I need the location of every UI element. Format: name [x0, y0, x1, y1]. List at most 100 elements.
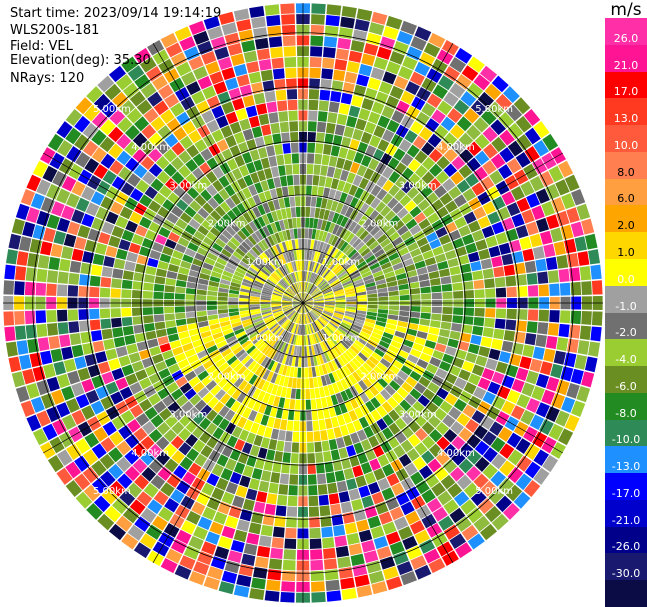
- velocity-cell: [199, 272, 210, 281]
- velocity-cell: [327, 112, 338, 124]
- velocity-cell: [311, 310, 320, 318]
- velocity-cell: [304, 367, 309, 378]
- velocity-cell: [192, 213, 205, 225]
- velocity-cell: [453, 194, 467, 208]
- velocity-cell: [280, 208, 288, 220]
- velocity-cell: [75, 393, 90, 409]
- velocity-cell: [194, 194, 207, 207]
- velocity-cell: [233, 462, 246, 475]
- velocity-cell: [218, 581, 235, 595]
- velocity-cell: [100, 119, 116, 136]
- velocity-cell: [295, 335, 299, 346]
- velocity-cell: [382, 71, 397, 85]
- velocity-cell: [291, 312, 298, 321]
- velocity-cell: [306, 421, 313, 432]
- velocity-cell: [387, 285, 399, 292]
- velocity-cell: [429, 238, 442, 250]
- velocity-cell: [304, 249, 308, 260]
- velocity-cell: [312, 240, 318, 251]
- velocity-cell: [202, 236, 215, 247]
- velocity-cell: [292, 164, 300, 175]
- velocity-cell: [345, 333, 356, 342]
- velocity-cell: [277, 328, 285, 339]
- velocity-cell: [291, 239, 296, 250]
- velocity-cell: [441, 283, 453, 292]
- velocity-cell: [340, 501, 353, 514]
- velocity-cell: [43, 227, 56, 243]
- velocity-cell: [289, 273, 295, 284]
- colorbar-tick-label: -2.0: [615, 326, 637, 340]
- velocity-cell: [243, 50, 258, 63]
- velocity-cell: [322, 327, 331, 337]
- velocity-cell: [501, 400, 516, 415]
- velocity-cell: [288, 240, 294, 251]
- velocity-cell: [392, 262, 404, 271]
- velocity-cell: [303, 292, 305, 303]
- velocity-cell: [219, 393, 231, 405]
- velocity-cell: [314, 303, 325, 306]
- velocity-cell: [61, 246, 74, 260]
- velocity-cell: [507, 140, 524, 157]
- velocity-cell: [447, 338, 459, 349]
- velocity-cell: [228, 311, 240, 317]
- velocity-cell: [231, 278, 242, 285]
- velocity-cell: [282, 304, 292, 307]
- velocity-cell: [206, 231, 218, 242]
- velocity-cell: [119, 100, 136, 116]
- velocity-cell: [287, 185, 295, 197]
- velocity-cell: [322, 311, 333, 317]
- velocity-cell: [406, 46, 423, 61]
- velocity-cell: [324, 303, 335, 306]
- colorbar-segment: [605, 18, 647, 46]
- velocity-cell: [414, 564, 432, 580]
- velocity-cell: [389, 506, 404, 521]
- velocity-cell: [296, 249, 300, 260]
- velocity-cell: [101, 221, 115, 235]
- velocity-cell: [312, 175, 320, 186]
- velocity-cell: [438, 75, 454, 91]
- velocity-cell: [292, 272, 297, 283]
- velocity-cell: [286, 310, 295, 318]
- velocity-cell: [289, 228, 295, 240]
- velocity-cell: [340, 256, 350, 266]
- velocity-cell: [416, 266, 428, 276]
- velocity-cell: [493, 328, 505, 340]
- velocity-cell: [125, 157, 140, 172]
- velocity-cell: [355, 368, 366, 380]
- velocity-cell: [416, 237, 429, 248]
- velocity-field: [3, 3, 603, 603]
- velocity-cell: [186, 448, 200, 462]
- velocity-cell: [376, 316, 387, 323]
- velocity-cell: [264, 590, 280, 602]
- velocity-cell: [236, 391, 247, 404]
- velocity-cell: [238, 380, 248, 391]
- velocity-cell: [282, 252, 289, 263]
- velocity-cell: [36, 410, 51, 427]
- velocity-cell: [233, 584, 250, 598]
- velocity-cell: [485, 235, 498, 248]
- velocity-cell: [285, 366, 292, 377]
- velocity-cell: [292, 301, 303, 303]
- velocity-cell: [499, 443, 515, 459]
- velocity-cell: [264, 317, 275, 324]
- velocity-cell: [399, 194, 412, 207]
- velocity-cell: [297, 271, 301, 282]
- velocity-cell: [110, 391, 124, 405]
- velocity-cell: [261, 470, 272, 482]
- velocity-cell: [339, 169, 350, 182]
- velocity-cell: [26, 382, 40, 399]
- velocity-cell: [262, 288, 273, 294]
- velocity-cell: [305, 313, 309, 324]
- velocity-cell: [519, 356, 532, 370]
- velocity-cell: [399, 310, 410, 317]
- velocity-cell: [225, 369, 237, 381]
- velocity-cell: [260, 268, 270, 277]
- velocity-cell: [309, 323, 314, 334]
- velocity-cell: [246, 139, 257, 151]
- velocity-cell: [273, 289, 284, 295]
- velocity-cell: [316, 121, 327, 133]
- velocity-cell: [336, 239, 346, 250]
- velocity-cell: [297, 282, 301, 293]
- velocity-cell: [148, 132, 164, 147]
- velocity-cell: [360, 462, 373, 475]
